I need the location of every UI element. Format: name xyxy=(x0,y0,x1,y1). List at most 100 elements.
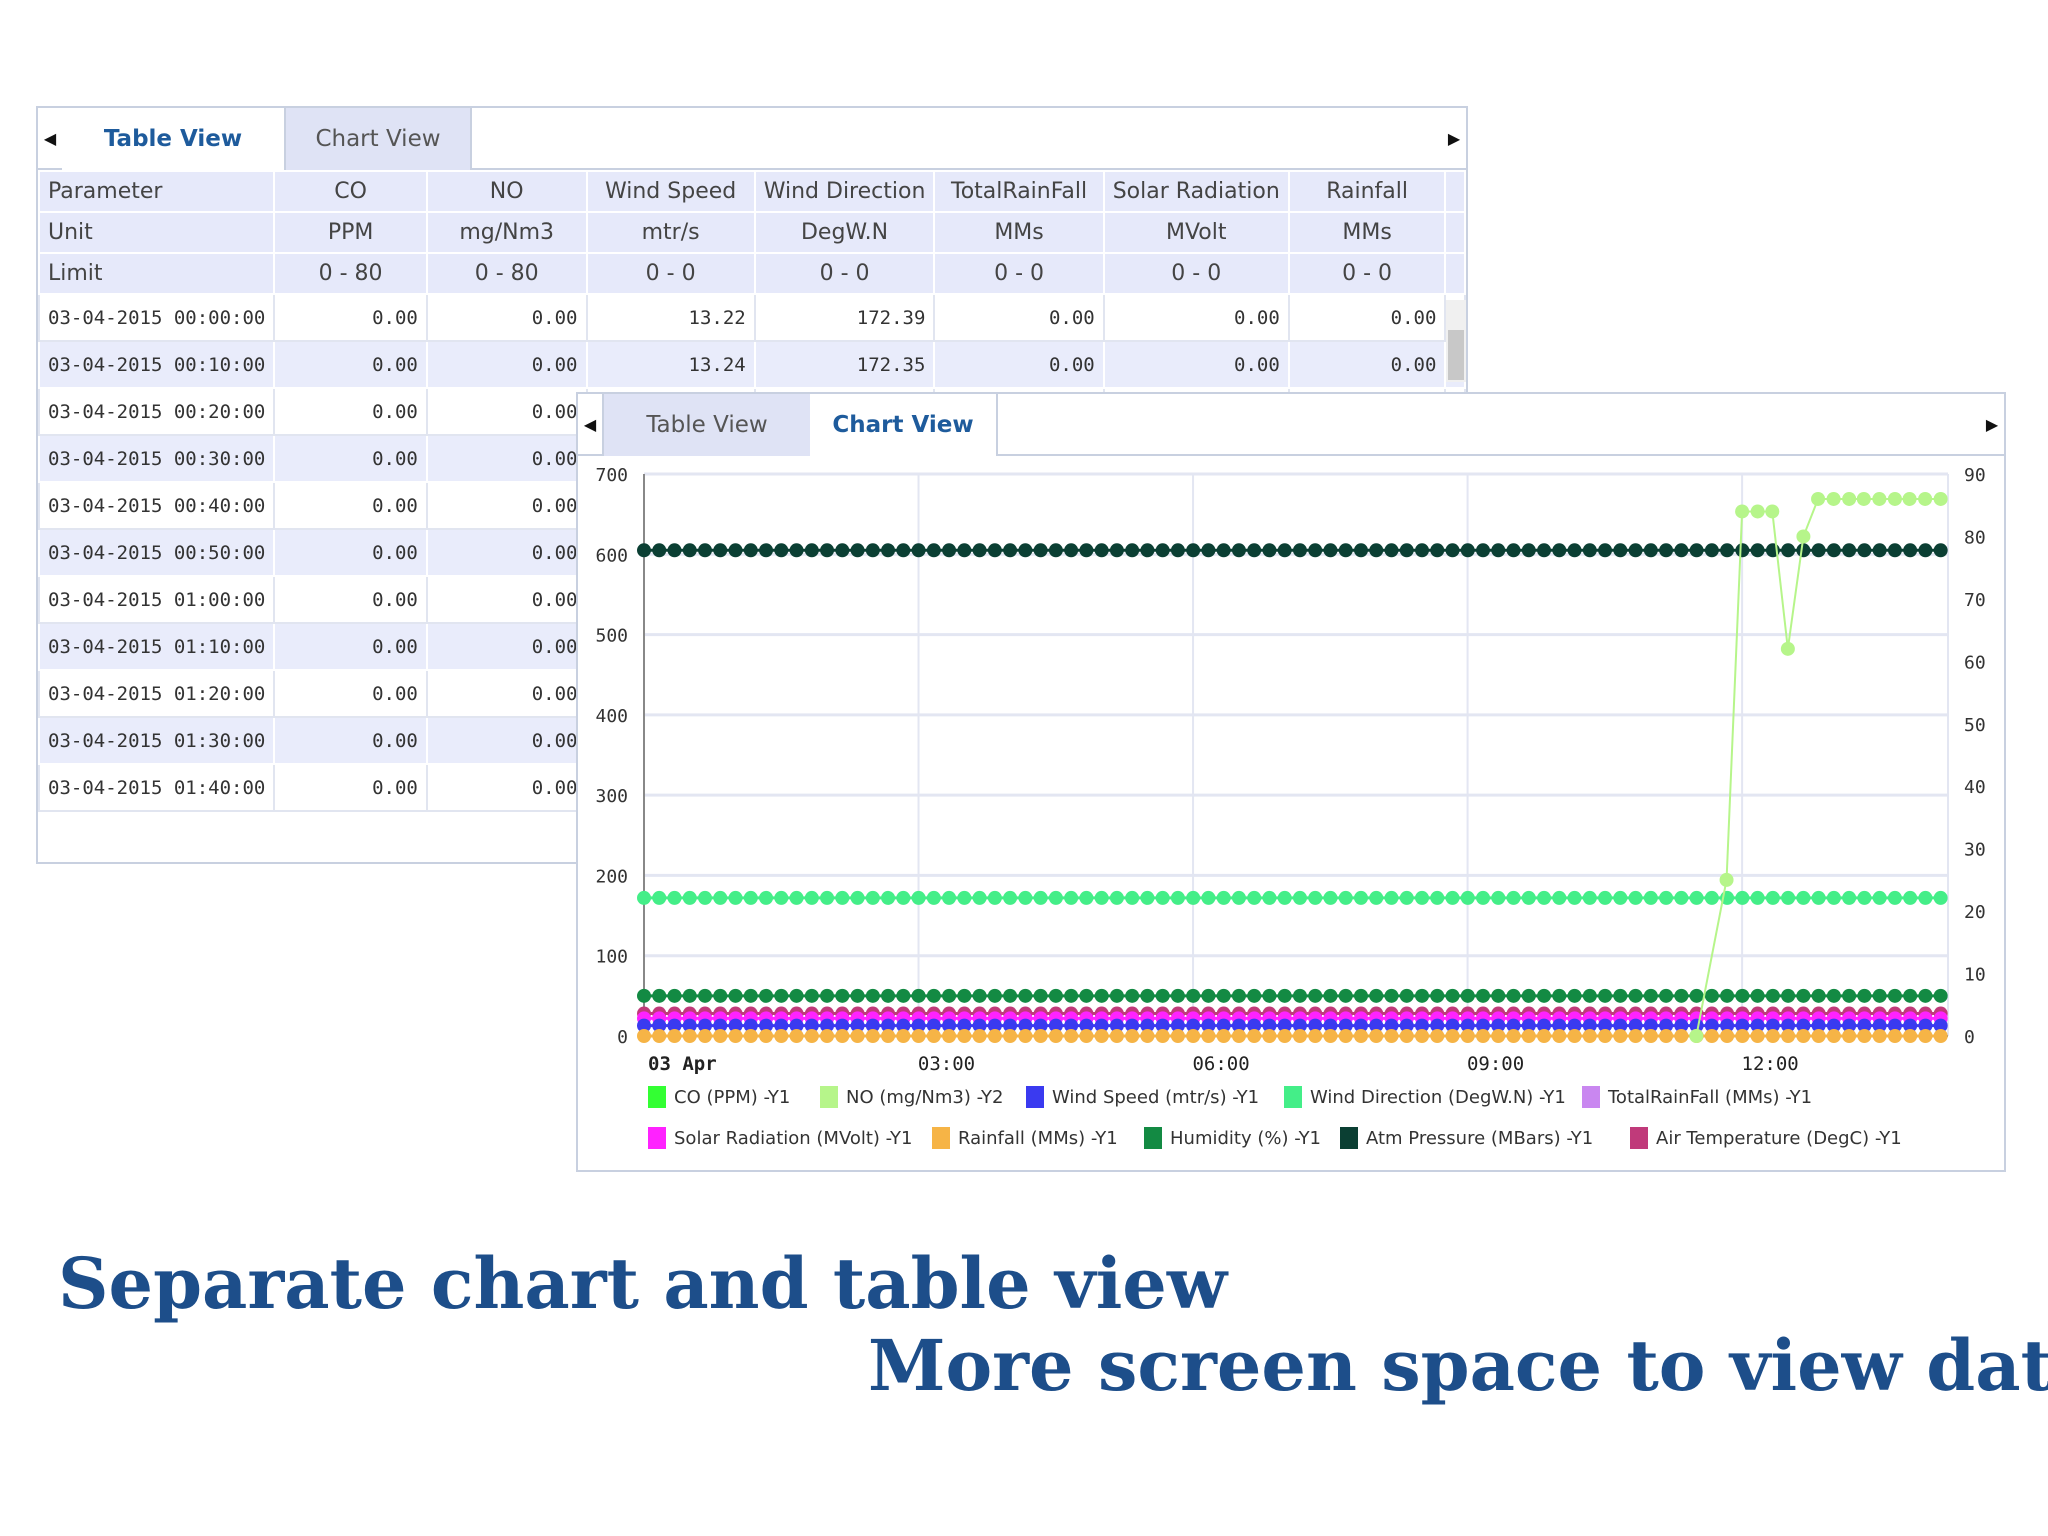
series-point xyxy=(835,1018,850,1033)
series-point xyxy=(728,1029,743,1043)
series-point xyxy=(789,890,804,905)
series-point xyxy=(682,1018,697,1033)
caret-right-icon[interactable]: ▶ xyxy=(1442,108,1466,168)
series-point xyxy=(1170,890,1185,905)
caret-left-icon[interactable]: ◀ xyxy=(38,108,62,168)
cell-solar-radiation: 0.00 xyxy=(1102,293,1290,342)
table-row[interactable]: 03-04-2015 00:10:00 0.00 0.00 13.24 172.35 0.… xyxy=(38,340,1466,389)
series-point xyxy=(1186,890,1201,905)
series-point xyxy=(1369,890,1384,905)
header-cell-no: 0 - 80 xyxy=(425,252,588,295)
legend-item[interactable]: Atm Pressure (MBars) -Y1 xyxy=(1340,1127,1593,1149)
legend-item[interactable]: Humidity (%) -Y1 xyxy=(1144,1127,1321,1149)
tab-table-view[interactable]: Table View xyxy=(62,108,286,170)
cell-no: 0.00 xyxy=(425,340,588,389)
series-point xyxy=(1567,1018,1582,1033)
series-point xyxy=(850,1018,865,1033)
series-point xyxy=(1842,543,1857,558)
series-point xyxy=(728,1018,743,1033)
series-point xyxy=(1460,543,1475,558)
scrollbar-thumb[interactable] xyxy=(1448,330,1464,380)
series-point xyxy=(1918,543,1933,558)
series-point xyxy=(942,543,957,558)
series-point xyxy=(1109,1029,1124,1043)
legend-item[interactable]: TotalRainFall (MMs) -Y1 xyxy=(1582,1086,1812,1108)
series-point xyxy=(881,1029,896,1043)
series-point xyxy=(1155,543,1170,558)
series-point xyxy=(1201,1029,1216,1043)
series-point xyxy=(1537,890,1552,905)
series-point xyxy=(804,1018,819,1033)
series-point xyxy=(1674,1029,1689,1043)
series-point xyxy=(987,543,1002,558)
tab-chart-view[interactable]: Chart View xyxy=(810,394,998,456)
header-cell-wind-direction: Wind Direction xyxy=(753,170,936,213)
legend-item[interactable]: Rainfall (MMs) -Y1 xyxy=(932,1127,1118,1149)
header-cell-total-rainfall: MMs xyxy=(933,211,1105,254)
series-point xyxy=(835,890,850,905)
vertical-scrollbar[interactable] xyxy=(1446,300,1466,382)
series-point xyxy=(1857,543,1872,558)
series-point xyxy=(1155,890,1170,905)
series-point xyxy=(865,988,880,1003)
series-point xyxy=(1033,1029,1048,1043)
series-point xyxy=(637,1029,651,1043)
series-point xyxy=(1567,1029,1582,1043)
series-point xyxy=(1735,543,1750,558)
y2-tick-label: 30 xyxy=(1964,840,1986,861)
series-point xyxy=(1598,1018,1613,1033)
header-row: Unit PPM mg/Nm3 mtr/s DegW.N MMs MVolt MMs xyxy=(38,211,1466,254)
legend-label: Solar Radiation (MVolt) -Y1 xyxy=(674,1127,913,1149)
series-point xyxy=(1003,988,1018,1003)
header-cell-solar-radiation: 0 - 0 xyxy=(1102,252,1290,295)
series-point xyxy=(1231,890,1246,905)
legend-item[interactable]: Wind Direction (DegW.N) -Y1 xyxy=(1284,1086,1566,1108)
series-point xyxy=(1140,890,1155,905)
series-point xyxy=(1735,1029,1750,1043)
cell-parameter: 03-04-2015 00:30:00 xyxy=(38,434,276,483)
series-point xyxy=(1506,890,1521,905)
series-point xyxy=(1247,1018,1262,1033)
cell-parameter: 03-04-2015 00:50:00 xyxy=(38,528,276,577)
series-point xyxy=(1079,988,1094,1003)
series-point xyxy=(1460,1018,1475,1033)
series-point xyxy=(896,1018,911,1033)
series-point xyxy=(1292,988,1307,1003)
caret-left-icon[interactable]: ◀ xyxy=(578,394,602,454)
legend-item[interactable]: Wind Speed (mtr/s) -Y1 xyxy=(1026,1086,1259,1108)
series-point xyxy=(1430,890,1445,905)
series-point xyxy=(1613,890,1628,905)
series-point xyxy=(1552,988,1567,1003)
series-point xyxy=(1018,988,1033,1003)
series-point xyxy=(1415,1018,1430,1033)
legend-item[interactable]: CO (PPM) -Y1 xyxy=(648,1086,790,1108)
series-point xyxy=(1445,890,1460,905)
series-point xyxy=(1903,890,1918,905)
series-point xyxy=(1659,1018,1674,1033)
series-point xyxy=(1369,543,1384,558)
series-point xyxy=(1460,1029,1475,1043)
chart-panel-tabbar: ◀ Table View Chart View ▶ xyxy=(578,394,2004,456)
series-point xyxy=(1170,543,1185,558)
caret-right-icon[interactable]: ▶ xyxy=(1980,394,2004,454)
table-row[interactable]: 03-04-2015 00:00:00 0.00 0.00 13.22 172.39 0.… xyxy=(38,293,1466,342)
series-point xyxy=(1460,890,1475,905)
series-point xyxy=(667,1029,682,1043)
series-point xyxy=(1842,1018,1857,1033)
legend-item[interactable]: NO (mg/Nm3) -Y2 xyxy=(820,1086,1003,1108)
tab-chart-view[interactable]: Chart View xyxy=(284,108,472,170)
table-view-panel: ◀ Table View Chart View ▶ Parameter CO NO W… xyxy=(36,106,1468,864)
series-point xyxy=(820,988,835,1003)
legend-item[interactable]: Solar Radiation (MVolt) -Y1 xyxy=(648,1127,912,1149)
series-point xyxy=(1415,543,1430,558)
series-point xyxy=(1384,1018,1399,1033)
legend-item[interactable]: Air Temperature (DegC) -Y1 xyxy=(1630,1127,1902,1149)
series-point xyxy=(942,1029,957,1043)
cell-co: 0.00 xyxy=(273,763,428,812)
series-point xyxy=(1765,1018,1780,1033)
cell-no: 0.00 xyxy=(425,763,588,812)
header-cell-solar-radiation: Solar Radiation xyxy=(1102,170,1290,213)
tab-table-view[interactable]: Table View xyxy=(602,394,812,456)
series-point xyxy=(987,1018,1002,1033)
series-point xyxy=(850,988,865,1003)
